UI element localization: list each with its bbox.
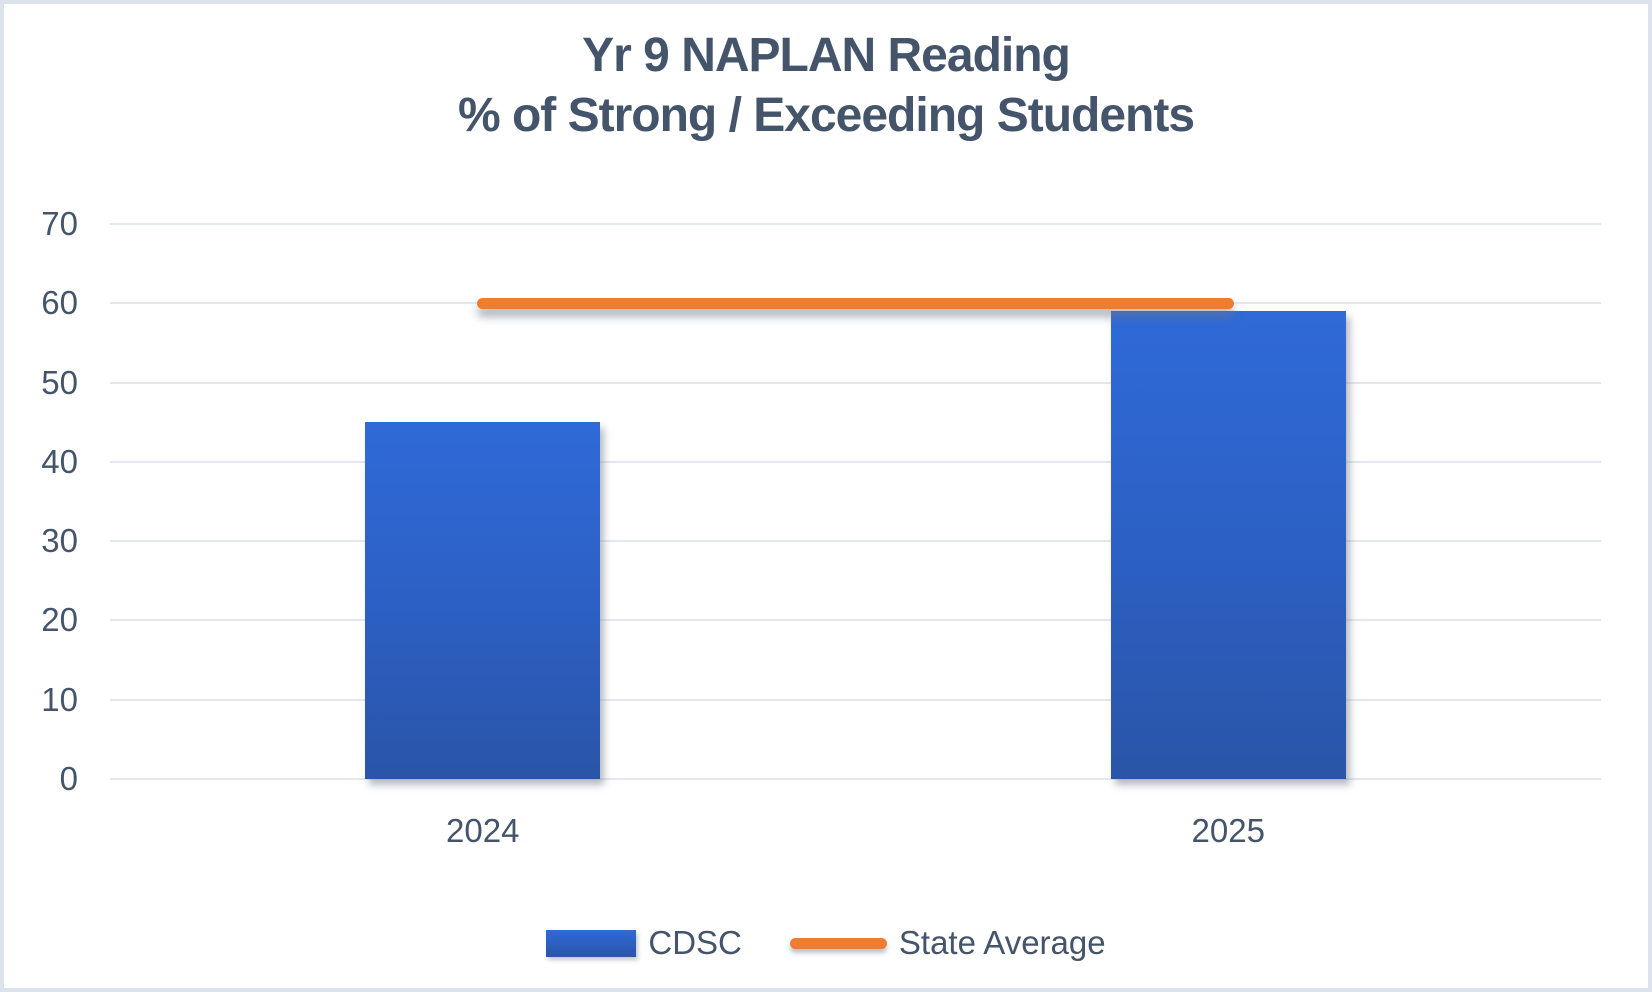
state-average-line [477,297,1234,309]
y-axis-tick-label: 70 [41,205,78,242]
y-axis-tick-label: 20 [41,601,78,639]
gridline-y-50 [110,381,1601,384]
legend-label-cdsc: CDSC [648,924,742,961]
gridline-y-70 [110,223,1601,225]
y-axis-tick-label: 10 [41,680,78,718]
legend: CDSC State Average [0,920,1652,966]
bar-cdsc-2025 [1110,311,1346,779]
cdsc-bar-swatch-icon [546,929,637,957]
x-axis-category-label-2024: 2024 [446,812,520,849]
x-axis-category-label-2025: 2025 [1191,812,1265,849]
gridline-y-30 [110,540,1601,543]
gridline-y-10 [110,698,1601,701]
y-axis-tick-label: 50 [41,363,78,401]
y-axis-tick-label: 0 [59,760,78,797]
gridline-y-20 [110,619,1601,622]
y-axis-tick-label: 30 [41,522,78,560]
chart-title-line2: % of Strong / Exceeding Students [457,89,1195,142]
y-axis-tick-label: 60 [41,284,78,322]
legend-item-state-average: State Average [789,924,1106,962]
y-axis-tick-label: 40 [41,442,78,480]
state-average-line-swatch-icon [789,937,887,949]
gridline-y-40 [110,460,1601,463]
legend-item-cdsc: CDSC [546,924,742,962]
plot-area [110,223,1601,780]
chart-title: Yr 9 NAPLAN Reading % of Strong / Exceed… [0,26,1652,146]
gridline-y-0 [110,778,1601,780]
legend-label-state-average: State Average [898,924,1106,961]
chart-title-line1: Yr 9 NAPLAN Reading [582,29,1071,82]
bar-cdsc-2024 [365,422,601,779]
